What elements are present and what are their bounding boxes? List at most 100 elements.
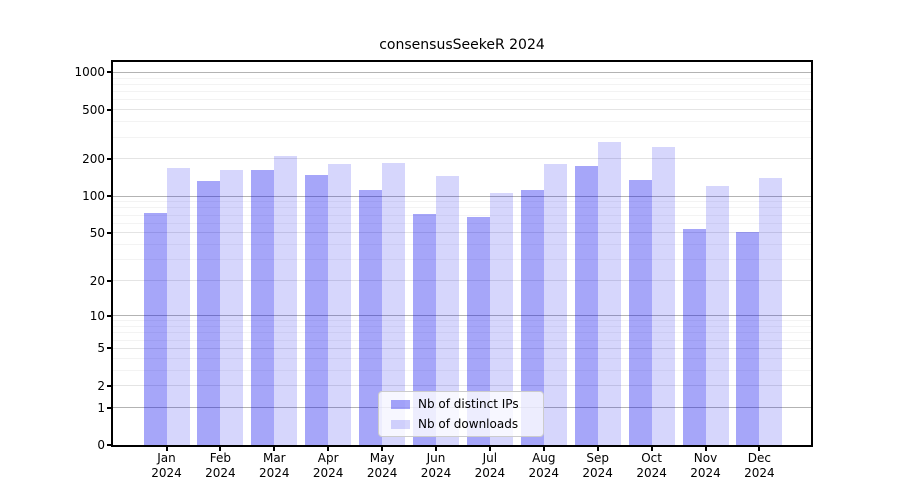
bar-distinct-ips — [359, 190, 383, 445]
bar-downloads — [274, 156, 298, 445]
bar-distinct-ips — [736, 231, 760, 445]
x-tick-label: Jan 2024 — [151, 451, 182, 480]
x-tick-label: Sep 2024 — [582, 451, 613, 480]
gridline — [113, 385, 811, 387]
y-tick-mark — [107, 406, 112, 409]
x-tick-mark — [327, 446, 330, 451]
gridline — [113, 109, 811, 111]
bar-downloads — [597, 141, 621, 445]
x-tick-mark — [488, 446, 491, 451]
bar-distinct-ips — [143, 212, 167, 445]
x-tick-label: May 2024 — [366, 451, 398, 480]
x-tick-label: Jun 2024 — [420, 451, 452, 480]
x-tick-mark — [273, 446, 276, 451]
gridline-minor — [113, 77, 811, 79]
x-tick-label: Apr 2024 — [312, 451, 344, 480]
y-tick-mark — [107, 195, 112, 198]
x-tick-mark — [596, 446, 599, 451]
y-tick-label: 1000 — [74, 65, 105, 80]
y-tick-label: 50 — [89, 225, 105, 240]
bar-downloads — [489, 193, 513, 445]
gridline-minor — [113, 83, 811, 85]
legend-label-downloads: Nb of downloads — [418, 417, 519, 431]
bar-distinct-ips — [574, 166, 598, 445]
y-tick-label: 5 — [97, 341, 105, 356]
bar-distinct-ips — [466, 217, 490, 445]
x-tick-mark — [704, 446, 707, 451]
bar-downloads — [543, 164, 567, 445]
gridline-minor — [113, 320, 811, 322]
x-tick-label: Nov 2024 — [690, 451, 721, 480]
bar-downloads — [705, 185, 729, 445]
y-tick-mark — [107, 108, 112, 111]
y-tick-label: 0 — [97, 438, 105, 452]
x-tick-mark — [219, 446, 222, 451]
legend-label-distinct-ips: Nb of distinct IPs — [418, 397, 519, 411]
y-tick-mark — [107, 444, 112, 446]
x-tick-label: Jul 2024 — [474, 451, 506, 480]
y-tick-mark — [107, 384, 112, 387]
bar-distinct-ips — [197, 180, 221, 445]
gridline-minor — [113, 259, 811, 261]
gridline-minor — [113, 325, 811, 327]
bar-distinct-ips — [682, 228, 706, 445]
x-tick-label: Dec 2024 — [744, 451, 775, 480]
y-tick-mark — [107, 347, 112, 350]
gridline — [113, 158, 811, 160]
x-tick-label: Mar 2024 — [259, 451, 290, 480]
gridline — [113, 315, 811, 317]
x-tick-mark — [381, 446, 384, 451]
bar-downloads — [328, 163, 352, 445]
gridline-minor — [113, 244, 811, 246]
bar-distinct-ips — [413, 214, 436, 445]
bar-distinct-ips — [628, 179, 652, 445]
gridline-minor — [113, 201, 811, 203]
gridline-minor — [113, 136, 811, 138]
bar-distinct-ips — [520, 189, 544, 445]
gridline-minor — [113, 214, 811, 216]
bar-downloads — [759, 177, 783, 445]
gridline-minor — [113, 91, 811, 93]
gridline-minor — [113, 332, 811, 334]
bar-distinct-ips — [305, 175, 329, 445]
bar-downloads — [651, 146, 675, 445]
gridline — [113, 195, 811, 197]
chart-title: consensusSeekeR 2024 — [379, 37, 545, 53]
y-tick-label: 2 — [97, 378, 105, 393]
y-tick-label: 100 — [82, 189, 105, 204]
y-tick-mark — [107, 231, 112, 234]
gridline-minor — [113, 121, 811, 123]
y-tick-mark — [107, 279, 112, 282]
y-tick-label: 20 — [89, 273, 105, 288]
legend-item-downloads: Nb of downloads — [391, 416, 543, 432]
gridline-minor — [113, 339, 811, 341]
gridline-minor — [113, 357, 811, 359]
bar-downloads — [382, 162, 406, 445]
x-tick-label: Oct 2024 — [636, 451, 667, 480]
bar-distinct-ips — [251, 169, 275, 445]
x-tick-mark — [165, 446, 168, 451]
x-tick-label: Aug 2024 — [528, 451, 560, 480]
x-tick-mark — [435, 446, 437, 451]
gridline — [113, 347, 811, 349]
gridline-minor — [113, 369, 811, 371]
y-tick-label: 200 — [82, 151, 105, 166]
y-tick-mark — [107, 71, 112, 74]
gridline — [113, 71, 811, 73]
y-tick-mark — [107, 157, 112, 160]
x-tick-label: Feb 2024 — [205, 451, 236, 480]
x-tick-mark — [650, 446, 653, 451]
gridline-minor — [113, 222, 811, 224]
plot-area — [113, 62, 811, 445]
legend-item-distinct-ips: Nb of distinct IPs — [391, 396, 543, 412]
legend: Nb of distinct IPs Nb of downloads — [378, 391, 544, 437]
y-tick-label: 500 — [82, 102, 105, 117]
y-tick-label: 10 — [89, 308, 105, 323]
gridline-minor — [113, 99, 811, 101]
bar-downloads — [436, 175, 459, 445]
x-tick-mark — [758, 446, 761, 451]
legend-swatch-downloads — [391, 419, 410, 429]
gridline — [113, 280, 811, 282]
bar-downloads — [166, 168, 190, 445]
